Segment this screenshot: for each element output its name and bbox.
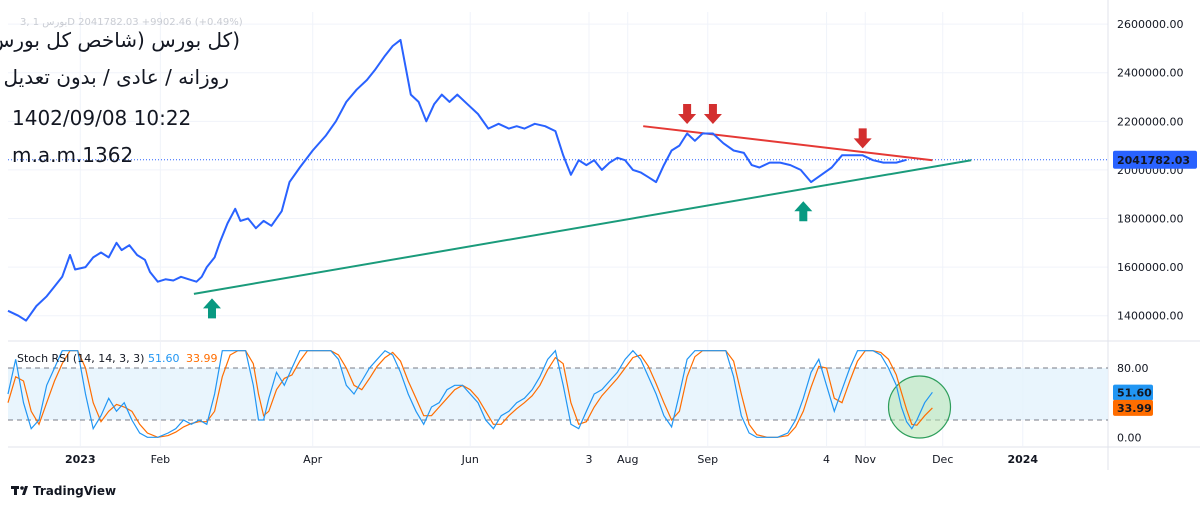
time-tick-label: 3 — [585, 453, 592, 466]
stoch-legend[interactable]: Stoch RSI (14, 14, 3, 3) — [17, 352, 144, 365]
chart-subtitle: روزانه / عادی / بدون تعدیل — [3, 65, 229, 89]
chart-author: m.a.m.1362 — [12, 143, 133, 167]
stoch-k-tag — [1113, 384, 1153, 401]
stoch-tick-label: 80.00 — [1117, 362, 1149, 375]
stoch-d-legend-value: 33.99 — [186, 352, 218, 365]
time-axis-labels: 2023 Feb Apr Jun 3 Aug Sep 4 Nov Dec 2024 — [65, 453, 1038, 466]
price-tick-label: 2400000.00 — [1117, 67, 1183, 80]
down-arrow-icon — [853, 128, 872, 149]
annotation-arrows — [202, 104, 872, 319]
resistance-trendline[interactable] — [643, 125, 933, 162]
time-tick-label: Dec — [932, 453, 953, 466]
tradingview-logo-icon[interactable] — [11, 486, 28, 495]
time-tick-label: Aug — [617, 453, 638, 466]
price-tick-label: 1800000.00 — [1117, 213, 1183, 226]
up-arrow-icon — [202, 298, 221, 319]
down-arrow-icon — [703, 104, 722, 125]
time-tick-label: 2024 — [1007, 453, 1038, 466]
price-tick-label: 2600000.00 — [1117, 18, 1183, 31]
time-tick-label: Apr — [303, 453, 323, 466]
stoch-k-tag-label: 51.60 — [1117, 387, 1152, 400]
stoch-d-tag — [1113, 399, 1153, 416]
ticker-ghost-text: بورس 1 ,3D 2041782.03 +9902.46 (+0.49%) — [20, 17, 243, 28]
price-tick-label: 1600000.00 — [1117, 261, 1183, 274]
chart-datetime: 1402/09/08 10:22 — [12, 106, 191, 130]
price-tick-label: 1400000.00 — [1117, 310, 1183, 323]
time-tick-label: Nov — [855, 453, 877, 466]
stoch-d-tag-label: 33.99 — [1117, 402, 1152, 415]
time-tick-label: 4 — [823, 453, 830, 466]
up-arrow-icon — [794, 201, 813, 222]
time-tick-label: Feb — [151, 453, 170, 466]
chart-title: (کل بورس (شاخص کل بورس — [0, 28, 240, 52]
price-axis-labels: 2600000.002400000.002200000.002000000.00… — [1117, 18, 1183, 323]
stoch-axis-labels: 80.00 0.00 — [1117, 362, 1149, 444]
price-tick-label: 2200000.00 — [1117, 115, 1183, 128]
stoch-d-line[interactable] — [7, 350, 933, 438]
stoch-k-legend-value: 51.60 — [148, 352, 180, 365]
last-price-label: 2041782.03 — [1117, 154, 1190, 167]
down-arrow-icon — [678, 104, 697, 125]
index-price-line[interactable] — [7, 38, 907, 322]
stoch-tick-label: 0.00 — [1117, 431, 1142, 444]
time-tick-label: 2023 — [65, 453, 96, 466]
time-tick-label: Sep — [697, 453, 718, 466]
time-tick-label: Jun — [461, 453, 479, 466]
tradingview-logo-text[interactable]: TradingView — [33, 484, 116, 498]
support-trendline[interactable] — [193, 159, 972, 295]
stoch-k-line[interactable] — [7, 349, 933, 438]
stoch-highlight-circle[interactable] — [887, 375, 952, 439]
last-price-tag — [1113, 150, 1197, 169]
